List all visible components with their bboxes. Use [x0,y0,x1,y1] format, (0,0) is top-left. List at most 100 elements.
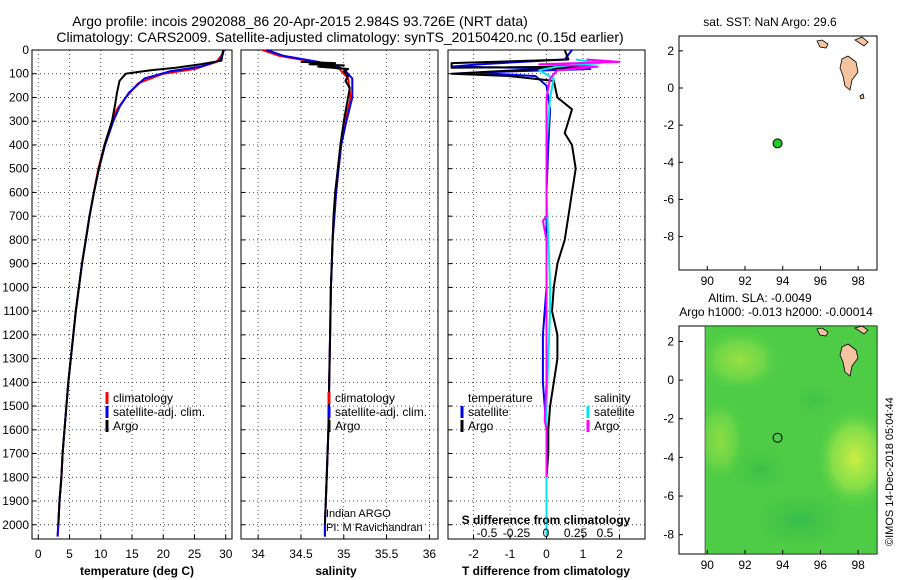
legend-salinity-title: salinity [594,391,631,405]
sla-map-title-line2: Argo h1000: -0.013 h2000: -0.00014 [679,305,873,319]
depth-tick-label: 100 [9,67,29,81]
x-tick-label: 2 [616,547,623,561]
legend-s-argo-label: Argo [594,419,620,433]
x-tick-label: -1 [505,547,516,561]
x-tick-label: 0 [543,547,550,561]
temperature-legend: climatology satellite-adj. clim. Argo [105,391,205,433]
salinity-grid [241,49,438,539]
sla-map-title-line1: Altim. SLA: -0.0049 [708,291,812,305]
figure-title-line1: Argo profile: incois 2902088_86 20-Apr-2… [72,13,528,29]
temperature-tick-labels: 0 5 10 15 20 25 30 [35,547,233,561]
series-line-argo [57,49,225,525]
map-y-tick-label: -2 [663,412,674,426]
map-x-tick-label: 94 [776,558,790,572]
depth-tick-labels: 0 100 200 300 400 500 600 700 800 900 1000 1100 1200… [2,43,29,532]
map-x-tick-label: 92 [738,558,752,572]
depth-tick-label: 1800 [2,470,29,484]
depth-tick-label: 400 [9,138,29,152]
sst-map-title: sat. SST: NaN Argo: 29.6 [703,15,837,29]
depth-tick-label: 600 [9,185,29,199]
credit-line2: PI: M Ravichandran [326,522,423,534]
s-difference-tick-labels: -0.5 -0.25 0 0.25 0.5 [477,526,614,540]
x-tick-label: 5 [66,547,73,561]
depth-tick-label: 1000 [2,280,29,294]
map-y-tick-label: 0 [667,81,674,95]
series-line-climatology [262,49,352,537]
sst-map-tick-labels: 90 92 94 96 98 2 0 -2 -4 -6 -8 [663,44,865,288]
x-tick-label: 25 [188,547,202,561]
temperature-panel: 0100200300400500600700800900100011001200… [2,43,232,578]
s-diff-tick-label: -0.25 [503,526,531,540]
s-diff-tick-label: 0.5 [597,526,614,540]
depth-tick-label: 0 [22,43,29,57]
s-diff-tick-label: 0 [543,526,550,540]
legend-t-argo-label: Argo [468,419,494,433]
depth-tick-label: 500 [9,162,29,176]
legend-satellite-label: satellite-adj. clim. [335,405,427,419]
x-tick-label: 0 [35,547,42,561]
x-tick-label: 35.5 [375,547,399,561]
difference-panel: -2 -1 0 1 2 -0.5 -0.25 0 0.25 0.5 S difference f… [447,49,646,578]
x-tick-label: 34.5 [289,547,313,561]
depth-tick-label: 900 [9,257,29,271]
legend-climatology-label: climatology [335,391,395,405]
depth-tick-label: 200 [9,90,29,104]
temperature-axis-label: temperature (deg C) [80,564,194,578]
x-tick-label: 34 [251,547,265,561]
depth-tick-label: 1300 [2,352,29,366]
depth-tick-label: 2000 [2,518,29,532]
depth-tick-label: 1700 [2,447,29,461]
series-line-satellite-adj-clim- [266,49,354,537]
credit-line1: Indian ARGO [326,508,391,520]
map-x-tick-label: 90 [701,274,715,288]
series-line-t-argo [450,49,588,525]
map-y-tick-label: -4 [663,155,674,169]
depth-tick-label: 1200 [2,328,29,342]
depth-tick-label: 300 [9,114,29,128]
depth-tick-label: 1400 [2,375,29,389]
map-y-tick-label: 2 [667,334,674,348]
x-tick-label: 10 [94,547,108,561]
depth-tick-label: 800 [9,233,29,247]
salinity-plot-frame [240,49,439,540]
series-line-climatology [56,49,225,537]
s-difference-axis-label: S difference from climatology [462,513,631,527]
map-y-tick-label: -8 [663,528,674,542]
s-diff-tick-label: -0.5 [477,526,498,540]
map-y-tick-label: -6 [663,192,674,206]
x-tick-label: 30 [219,547,233,561]
sla-map-land [816,325,869,377]
salinity-panel: 34 34.5 35 35.5 36 salinity climatology sate… [240,49,439,578]
map-x-tick-label: 98 [851,274,865,288]
sst-map-frame [678,35,878,271]
map-y-tick-label: 0 [667,373,674,387]
temperature-grid [32,49,232,539]
sla-map-tick-labels: 90 92 94 96 98 2 0 -2 -4 -6 -8 [663,334,865,572]
x-tick-label: -2 [468,547,479,561]
depth-tick-label: 1500 [2,399,29,413]
salinity-axis-label: salinity [315,564,357,578]
x-tick-label: 1 [580,547,587,561]
map-x-tick-label: 92 [738,274,752,288]
salinity-series [262,49,354,537]
map-y-tick-label: 2 [667,44,674,58]
sla-map-marker-layer [772,432,783,443]
legend-temperature-title: temperature [468,391,533,405]
temperature-series [56,49,225,537]
x-tick-label: 15 [125,547,139,561]
series-line-s-satellite [538,58,603,537]
map-y-tick-label: -8 [663,230,674,244]
map-x-tick-label: 94 [776,274,790,288]
depth-tick-label: 700 [9,209,29,223]
figure-title-line2: Climatology: CARS2009. Satellite-adjuste… [56,29,623,45]
map-y-tick-label: -2 [663,118,674,132]
sst-map-marker-layer [772,138,783,149]
legend-argo-label: Argo [113,419,139,433]
x-tick-label: 35 [337,547,351,561]
series-line-argo [300,60,351,525]
t-difference-tick-labels: -2 -1 0 1 2 [468,547,623,561]
depth-tick-label: 1600 [2,423,29,437]
argo-float-marker [772,138,783,149]
series-line-satellite-adj-clim- [56,49,225,537]
